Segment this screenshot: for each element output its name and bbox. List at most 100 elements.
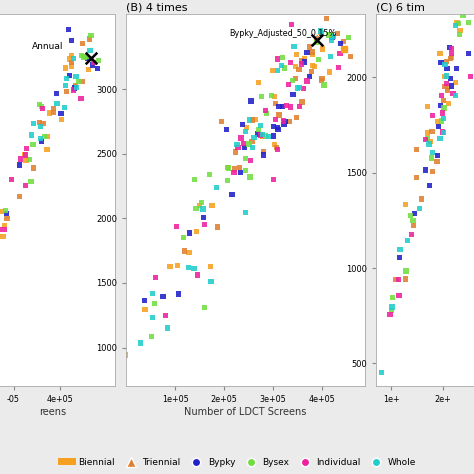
Point bbox=[456, 27, 464, 35]
Point bbox=[207, 278, 215, 285]
Point bbox=[294, 84, 301, 92]
Point bbox=[87, 32, 95, 40]
Point bbox=[274, 55, 282, 63]
Point bbox=[292, 63, 299, 70]
Point bbox=[261, 106, 269, 114]
Point bbox=[441, 82, 449, 90]
Point bbox=[159, 293, 167, 301]
Point bbox=[90, 59, 97, 67]
Point bbox=[270, 123, 277, 130]
Point bbox=[206, 263, 214, 271]
Point bbox=[396, 246, 404, 253]
Point bbox=[79, 40, 86, 47]
Point bbox=[243, 124, 250, 131]
Point bbox=[141, 306, 149, 313]
Point bbox=[303, 77, 310, 85]
Point bbox=[402, 201, 410, 209]
Point bbox=[453, 18, 461, 26]
Point bbox=[62, 82, 70, 89]
Point bbox=[148, 290, 156, 297]
Point bbox=[82, 53, 90, 60]
Point bbox=[413, 174, 420, 182]
Point bbox=[181, 247, 188, 255]
Point bbox=[317, 27, 324, 35]
Point bbox=[259, 130, 266, 138]
Point bbox=[426, 182, 434, 189]
Point bbox=[27, 178, 35, 185]
Point bbox=[247, 156, 255, 164]
Point bbox=[231, 165, 238, 173]
Point bbox=[80, 53, 88, 61]
Point bbox=[328, 37, 335, 45]
Point bbox=[0, 208, 6, 215]
Point bbox=[78, 77, 86, 85]
Point bbox=[75, 78, 83, 85]
Point bbox=[190, 265, 198, 273]
Text: Bypky_Adjusted_50_0.15%: Bypky_Adjusted_50_0.15% bbox=[229, 28, 337, 37]
Point bbox=[152, 274, 159, 282]
Point bbox=[230, 169, 238, 176]
Point bbox=[148, 332, 155, 340]
Point bbox=[239, 140, 247, 147]
Point bbox=[43, 132, 51, 140]
Point bbox=[448, 45, 456, 53]
Point bbox=[248, 137, 256, 145]
Point bbox=[225, 164, 232, 172]
Point bbox=[185, 229, 193, 237]
Point bbox=[68, 62, 76, 70]
Point bbox=[435, 123, 443, 130]
Point bbox=[73, 84, 80, 91]
Point bbox=[228, 191, 236, 198]
Point bbox=[68, 37, 75, 45]
X-axis label: Number of LDCT Screens: Number of LDCT Screens bbox=[184, 407, 307, 417]
Point bbox=[456, 30, 464, 38]
Point bbox=[274, 126, 282, 133]
Point bbox=[437, 102, 444, 109]
Point bbox=[441, 73, 448, 81]
Point bbox=[334, 30, 341, 37]
Point bbox=[283, 101, 291, 109]
Point bbox=[281, 118, 289, 125]
Point bbox=[409, 217, 417, 225]
Point bbox=[315, 55, 322, 63]
Point bbox=[285, 81, 292, 89]
Point bbox=[347, 0, 355, 1]
Point bbox=[441, 61, 449, 69]
Point bbox=[303, 48, 311, 56]
Point bbox=[240, 144, 248, 151]
Point bbox=[200, 214, 208, 221]
Text: (B) 4 times: (B) 4 times bbox=[126, 2, 188, 12]
Point bbox=[273, 144, 281, 152]
Point bbox=[440, 97, 447, 104]
Point bbox=[257, 93, 265, 100]
Point bbox=[309, 48, 317, 56]
Point bbox=[395, 292, 403, 300]
Point bbox=[78, 52, 85, 59]
Point bbox=[301, 58, 308, 66]
Point bbox=[337, 39, 345, 47]
Point bbox=[0, 226, 3, 233]
Point bbox=[298, 98, 306, 106]
Point bbox=[325, 31, 333, 39]
Point bbox=[424, 103, 431, 110]
Point bbox=[323, 15, 330, 22]
Point bbox=[185, 249, 193, 256]
Point bbox=[199, 205, 207, 213]
Point bbox=[328, 34, 336, 42]
Point bbox=[248, 144, 256, 151]
Point bbox=[268, 66, 276, 74]
Point bbox=[444, 87, 452, 94]
Point bbox=[377, 369, 385, 377]
Point bbox=[28, 131, 36, 139]
Point bbox=[62, 64, 69, 72]
Point bbox=[453, 64, 460, 72]
Point bbox=[251, 116, 259, 123]
Point bbox=[39, 120, 47, 128]
Point bbox=[272, 116, 279, 123]
Point bbox=[443, 84, 451, 91]
Legend: Biennial, Triennial, Bypky, Bysex, Individual, Whole: Biennial, Triennial, Bypky, Bysex, Indiv… bbox=[55, 455, 419, 469]
Point bbox=[292, 75, 300, 82]
Point bbox=[3, 210, 11, 218]
Point bbox=[427, 137, 435, 145]
Point bbox=[305, 43, 313, 51]
